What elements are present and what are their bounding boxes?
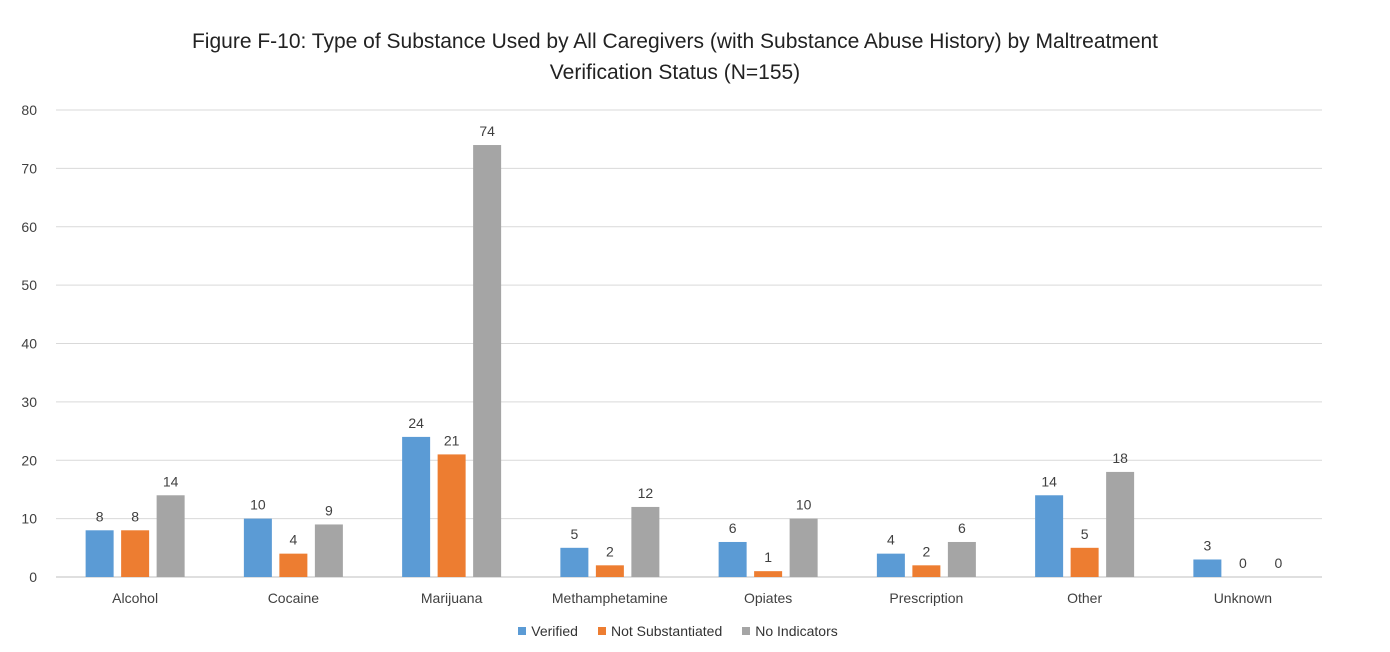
data-label: 0 xyxy=(1274,555,1282,571)
data-label: 9 xyxy=(325,502,333,518)
bar xyxy=(876,553,905,577)
data-label: 10 xyxy=(250,497,266,513)
y-tick-label: 60 xyxy=(21,219,37,235)
bar xyxy=(560,547,589,577)
data-label: 10 xyxy=(796,497,812,513)
bar xyxy=(754,571,783,577)
y-tick-label: 70 xyxy=(21,160,37,176)
data-label: 14 xyxy=(1041,473,1057,489)
bars xyxy=(85,145,1222,577)
bar xyxy=(1193,559,1222,577)
data-labels: 8 8 14 10 4 9 24 21 74 5 2 12 6 1 10 4 2 6 14 5 18 3 0 0 xyxy=(96,123,1283,571)
bar xyxy=(279,553,308,577)
bar xyxy=(789,518,818,577)
data-label: 18 xyxy=(1112,450,1128,466)
data-label: 5 xyxy=(1081,526,1089,542)
bar xyxy=(718,541,747,577)
bar xyxy=(402,436,431,577)
data-label: 3 xyxy=(1203,537,1211,553)
x-tick-label: Methamphetamine xyxy=(552,590,668,606)
y-tick-label: 40 xyxy=(21,336,37,352)
bar xyxy=(314,524,343,577)
legend-swatch xyxy=(597,627,606,635)
bar xyxy=(85,530,114,577)
data-label: 5 xyxy=(570,526,578,542)
legend-swatch xyxy=(742,627,751,635)
data-label: 2 xyxy=(922,543,930,559)
legend-label: No Indicators xyxy=(755,623,838,639)
data-label: 21 xyxy=(444,432,460,448)
x-tick-label: Other xyxy=(1067,590,1102,606)
y-axis-ticks: 0 10 20 30 40 50 60 70 80 xyxy=(21,102,37,585)
x-tick-label: Cocaine xyxy=(268,590,320,606)
legend-swatch xyxy=(518,627,527,635)
data-label: 6 xyxy=(958,520,966,536)
bar xyxy=(1070,547,1099,577)
bar xyxy=(437,454,466,577)
bar xyxy=(243,518,272,577)
y-tick-label: 0 xyxy=(29,569,37,585)
y-tick-label: 80 xyxy=(21,102,37,118)
y-tick-label: 10 xyxy=(21,511,37,527)
x-tick-label: Prescription xyxy=(889,590,963,606)
data-label: 4 xyxy=(887,532,895,548)
x-tick-label: Opiates xyxy=(744,590,792,606)
x-tick-label: Marijuana xyxy=(421,590,483,606)
chart-title-line-2: Verification Status (N=155) xyxy=(549,61,801,84)
legend-item: Not Substantiated xyxy=(597,623,723,639)
data-label: 12 xyxy=(638,485,654,501)
legend-label: Not Substantiated xyxy=(610,623,723,639)
y-tick-label: 30 xyxy=(21,394,37,410)
legend-item: No Indicators xyxy=(742,623,838,639)
data-label: 8 xyxy=(131,508,139,524)
bar xyxy=(631,506,660,577)
data-label: 0 xyxy=(1239,555,1247,571)
data-label: 14 xyxy=(163,473,179,489)
x-tick-label: Alcohol xyxy=(112,590,158,606)
bar xyxy=(156,495,185,577)
x-tick-label: Unknown xyxy=(1214,590,1272,606)
y-tick-label: 50 xyxy=(21,277,37,293)
bar xyxy=(912,565,941,577)
legend: Verified Not Substantiated No Indicators xyxy=(0,623,1356,639)
chart-title: Figure F-10: Type of Substance Used by A… xyxy=(0,26,1350,88)
legend-label: Verified xyxy=(531,623,578,639)
data-label: 8 xyxy=(96,508,104,524)
data-label: 6 xyxy=(729,520,737,536)
bar xyxy=(1035,495,1064,577)
bar xyxy=(121,530,150,577)
data-label: 4 xyxy=(289,532,297,548)
bar xyxy=(947,541,976,577)
bar xyxy=(473,145,502,577)
bar xyxy=(595,565,624,577)
chart-title-line-1: Figure F-10: Type of Substance Used by A… xyxy=(191,30,1159,53)
data-label: 1 xyxy=(764,549,772,565)
data-label: 74 xyxy=(479,123,495,139)
bar xyxy=(1106,471,1135,577)
x-axis-ticks: Alcohol Cocaine Marijuana Methamphetamine Op… xyxy=(112,590,1272,606)
data-label: 24 xyxy=(408,415,424,431)
y-tick-label: 20 xyxy=(21,452,37,468)
data-label: 2 xyxy=(606,543,614,559)
legend-item: Verified xyxy=(518,623,578,639)
